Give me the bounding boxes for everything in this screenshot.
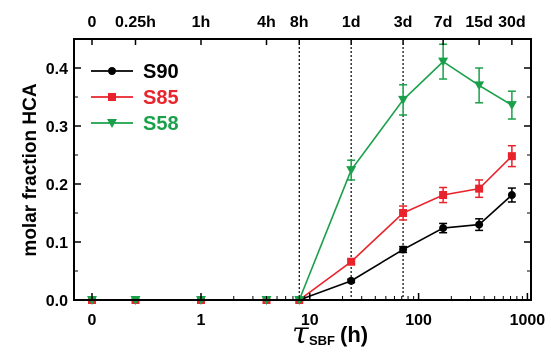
legend-marker [108,67,116,75]
series-s58 [87,43,517,305]
top-tick-label: 1d [342,14,361,31]
x-tick-label: 10 [301,312,319,329]
top-tick-label: 0 [88,14,97,31]
data-point [438,57,449,67]
series-s85 [88,144,516,304]
series-line [92,194,513,301]
data-point [439,224,448,233]
x-axis-label: τ SBF (h) [292,316,368,351]
y-axis-label: molar fraction HCA [20,83,41,256]
data-point [399,209,408,217]
data-point [346,166,357,176]
y-tick-label: 0.2 [46,177,68,194]
data-point [347,257,356,266]
legend-label: S90 [143,61,179,83]
data-point [507,191,516,200]
x-axis-label-unit: (h) [340,322,368,347]
data-point [474,81,485,91]
x-axis-label-subscript: SBF [309,333,335,348]
series-s90 [88,187,516,304]
data-point [439,191,448,200]
plot-frame [73,38,532,301]
top-tick-label: 4h [257,14,276,31]
x-tick-label: 0 [88,312,97,329]
legend-marker [107,119,117,128]
legend: S90 S85 S58 [91,61,179,135]
reference-lines [298,39,404,300]
series-layer [87,43,517,305]
top-tick-label: 0.25h [115,14,156,31]
top-tick-label: 8h [290,14,309,31]
top-tick-label: 15d [465,14,493,31]
data-point [507,152,516,161]
x-tick-label: 100 [405,312,432,329]
data-point [347,276,356,285]
data-point [475,220,484,229]
y-tick-label: 0.1 [46,235,68,252]
top-tick-label: 30d [498,14,526,31]
legend-marker [108,93,116,101]
x-tick-label: 1 [197,312,206,329]
top-tick-label: 1h [192,14,211,31]
axes-layer: 0 1 10 100 1000 0 0.25h 1h 4h 8h 1d 3d 7d 15d 30d 0.0 0.… [46,14,546,329]
top-tick-label: 7d [434,14,453,31]
data-point [399,245,408,254]
data-point [506,101,517,111]
legend-label: S58 [143,113,179,135]
legend-label: S85 [143,87,179,109]
top-tick-label: 3d [394,14,413,31]
x-axis-label-symbol: τ [292,316,309,351]
x-tick-label: 1000 [510,312,546,329]
data-point [475,184,484,193]
data-point [398,95,409,105]
y-tick-label: 0.0 [46,293,68,310]
y-tick-label: 0.3 [46,119,68,136]
y-tick-label: 0.4 [46,61,68,78]
